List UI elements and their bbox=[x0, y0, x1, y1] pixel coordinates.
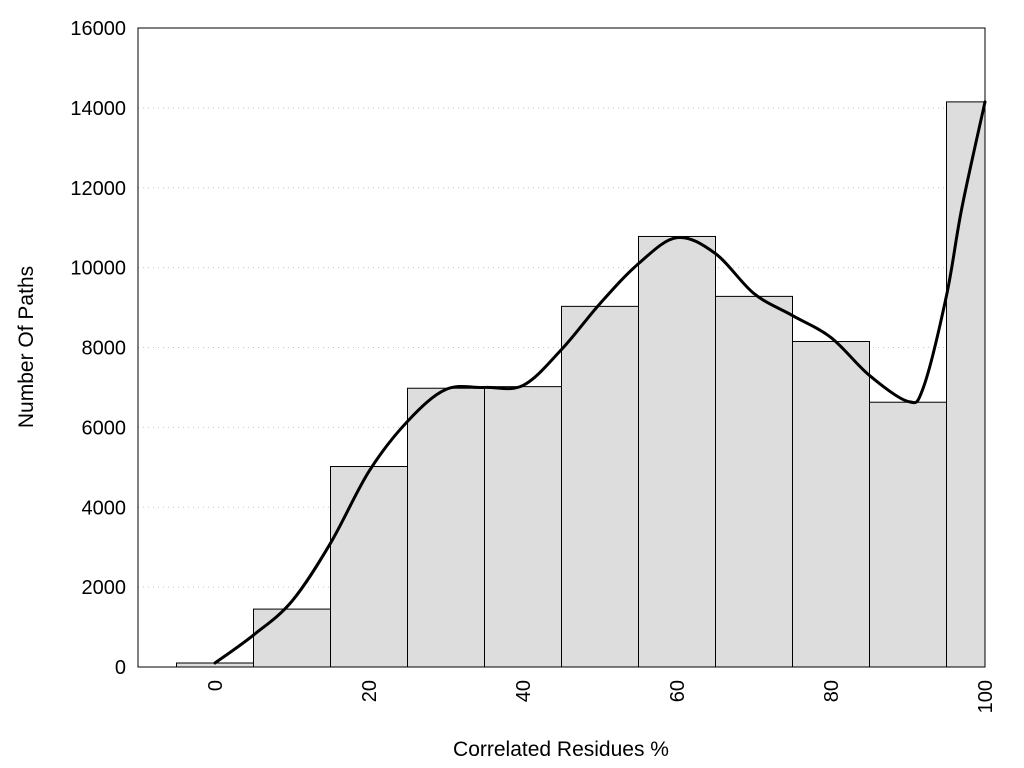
y-tick-label: 0 bbox=[115, 657, 126, 679]
y-tick-label: 10000 bbox=[70, 258, 126, 280]
y-tick-labels: 0 2000 4000 6000 8000 10000 12000 14000 16000 bbox=[70, 18, 126, 679]
density-curve-line bbox=[213, 100, 987, 665]
histogram-bar bbox=[484, 386, 562, 668]
x-tick-label: 80 bbox=[821, 680, 843, 702]
histogram-bar bbox=[330, 466, 408, 668]
density-curve bbox=[213, 100, 987, 665]
histogram-bar bbox=[869, 401, 947, 668]
x-axis-title: Correlated Residues % bbox=[453, 738, 669, 761]
histogram-bar bbox=[407, 387, 485, 668]
y-tick-label: 6000 bbox=[82, 417, 127, 439]
y-tick-label: 12000 bbox=[70, 178, 126, 200]
x-tick-label: 40 bbox=[513, 680, 535, 702]
plot-frame bbox=[137, 27, 986, 668]
y-tick-label: 2000 bbox=[82, 577, 127, 599]
y-tick-label: 14000 bbox=[70, 98, 126, 120]
bars bbox=[176, 101, 986, 668]
y-tick-label: 8000 bbox=[82, 338, 127, 360]
y-tick-label: 16000 bbox=[70, 18, 126, 40]
x-tick-labels: 0 20 40 60 80 100 bbox=[205, 680, 997, 713]
histogram-bar bbox=[638, 235, 716, 668]
histogram-bar bbox=[253, 608, 331, 668]
x-tick-label: 60 bbox=[667, 680, 689, 702]
x-tick-label: 100 bbox=[975, 680, 997, 713]
y-tick-label: 4000 bbox=[82, 497, 127, 519]
histogram-bar bbox=[561, 305, 639, 668]
x-tick-label: 0 bbox=[205, 680, 227, 691]
histogram-bar bbox=[715, 295, 793, 668]
x-tick-label: 20 bbox=[359, 680, 381, 702]
y-axis-title: Number Of Paths bbox=[15, 266, 38, 428]
histogram-bar bbox=[792, 341, 870, 668]
